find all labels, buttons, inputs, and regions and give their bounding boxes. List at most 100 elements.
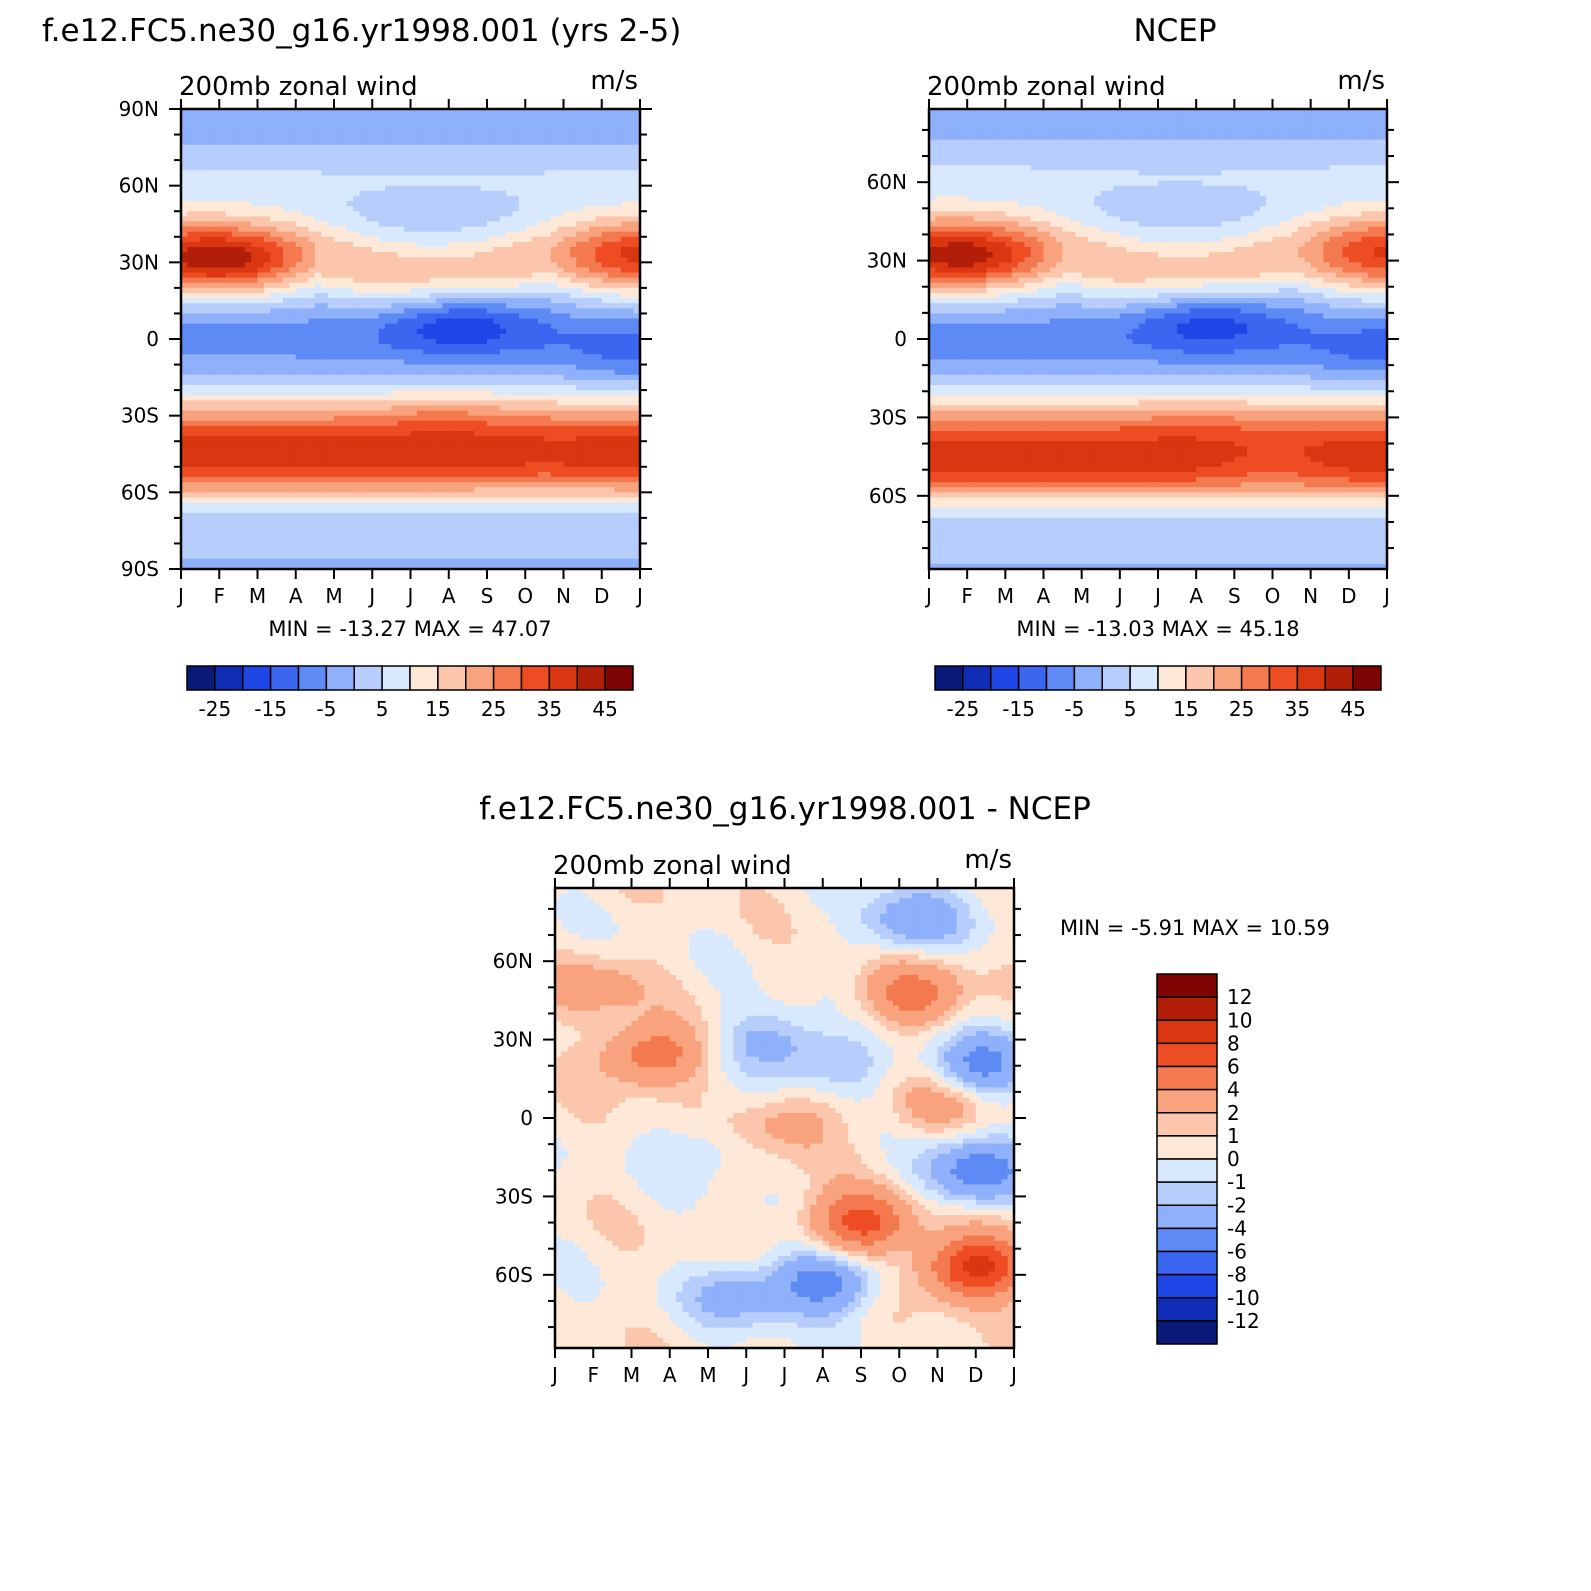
heatmap-cell xyxy=(366,518,373,524)
heatmap-cell xyxy=(347,508,354,514)
heatmap-cell xyxy=(270,405,277,411)
heatmap-cell xyxy=(391,221,398,227)
heatmap-cell xyxy=(455,267,462,273)
heatmap-cell xyxy=(468,446,475,452)
heatmap-cell xyxy=(449,344,456,350)
heatmap-cell xyxy=(436,145,443,151)
heatmap-cell xyxy=(334,426,341,432)
heatmap-cell xyxy=(270,334,277,340)
heatmap-cell xyxy=(245,344,252,350)
heatmap-cell xyxy=(258,344,265,350)
heatmap-cell xyxy=(270,242,277,248)
heatmap-cell xyxy=(442,191,449,197)
heatmap-cell xyxy=(277,385,284,391)
heatmap-cell xyxy=(379,390,386,396)
heatmap-cell xyxy=(398,543,405,549)
heatmap-cell xyxy=(283,242,290,248)
heatmap-cell xyxy=(474,538,481,544)
heatmap-cell xyxy=(391,411,398,417)
heatmap-cell xyxy=(347,395,354,401)
heatmap-cell xyxy=(385,339,392,345)
heatmap-cell xyxy=(487,247,494,253)
heatmap-cell xyxy=(283,170,290,176)
heatmap-cell xyxy=(251,242,258,248)
heatmap-cell xyxy=(487,492,494,498)
heatmap-cell xyxy=(302,201,309,207)
heatmap-cell xyxy=(423,554,430,560)
heatmap-cell xyxy=(525,186,532,192)
heatmap-cell xyxy=(289,411,296,417)
heatmap-cell xyxy=(417,160,424,166)
heatmap-cell xyxy=(487,283,494,289)
heatmap-cell xyxy=(366,288,373,294)
heatmap-cell xyxy=(302,508,309,514)
heatmap-cell xyxy=(411,395,418,401)
heatmap-cell xyxy=(238,303,245,309)
heatmap-cell xyxy=(391,211,398,217)
heatmap-cell xyxy=(500,554,507,560)
heatmap-cell xyxy=(283,400,290,406)
heatmap-cell xyxy=(462,334,469,340)
heatmap-cell xyxy=(296,390,303,396)
heatmap-cell xyxy=(398,451,405,457)
heatmap-cell xyxy=(219,451,226,457)
heatmap-cell xyxy=(328,349,335,355)
heatmap-cell xyxy=(219,247,226,253)
heatmap-cell xyxy=(423,186,430,192)
heatmap-cell xyxy=(245,288,252,294)
heatmap-cell xyxy=(315,216,322,222)
heatmap-cell xyxy=(468,482,475,488)
heatmap-cell xyxy=(302,467,309,473)
heatmap-cell xyxy=(277,145,284,151)
heatmap-cell xyxy=(264,390,271,396)
heatmap-cell xyxy=(213,216,220,222)
heatmap-cell xyxy=(372,273,379,279)
heatmap-cell xyxy=(379,170,386,176)
heatmap-cell xyxy=(411,411,418,417)
heatmap-cell xyxy=(506,472,513,478)
heatmap-cell xyxy=(462,298,469,304)
heatmap-cell xyxy=(468,513,475,519)
heatmap-cell xyxy=(277,487,284,493)
heatmap-cell xyxy=(309,421,316,427)
heatmap-cell xyxy=(270,411,277,417)
heatmap-cell xyxy=(462,344,469,350)
heatmap-cell xyxy=(474,206,481,212)
heatmap-cell xyxy=(232,324,239,330)
heatmap-cell xyxy=(187,457,194,463)
heatmap-cell xyxy=(474,181,481,187)
heatmap-cell xyxy=(328,267,335,273)
heatmap-cell xyxy=(481,288,488,294)
heatmap-cell xyxy=(391,119,398,125)
heatmap-cell xyxy=(442,114,449,120)
heatmap-cell xyxy=(360,175,367,181)
heatmap-cell xyxy=(283,375,290,381)
heatmap-cell xyxy=(442,186,449,192)
heatmap-cell xyxy=(487,334,494,340)
heatmap-cell xyxy=(379,196,386,202)
heatmap-cell xyxy=(423,227,430,233)
heatmap-cell xyxy=(207,533,214,539)
heatmap-cell xyxy=(270,124,277,130)
heatmap-cell xyxy=(506,513,513,519)
heatmap-cell xyxy=(232,487,239,493)
heatmap-cell xyxy=(519,554,526,560)
heatmap-cell xyxy=(226,319,233,325)
heatmap-cell xyxy=(289,446,296,452)
heatmap-cell xyxy=(360,257,367,263)
heatmap-cell xyxy=(194,114,201,120)
heatmap-cell xyxy=(302,329,309,335)
heatmap-cell xyxy=(487,344,494,350)
heatmap-cell xyxy=(411,191,418,197)
heatmap-cell xyxy=(506,451,513,457)
heatmap-cell xyxy=(474,334,481,340)
heatmap-cell xyxy=(455,293,462,299)
heatmap-cell xyxy=(226,523,233,529)
heatmap-cell xyxy=(296,165,303,171)
heatmap-cell xyxy=(385,267,392,273)
heatmap-cell xyxy=(200,262,207,268)
heatmap-cell xyxy=(500,390,507,396)
heatmap-cell xyxy=(360,339,367,345)
heatmap-cell xyxy=(296,370,303,376)
heatmap-cell xyxy=(328,206,335,212)
